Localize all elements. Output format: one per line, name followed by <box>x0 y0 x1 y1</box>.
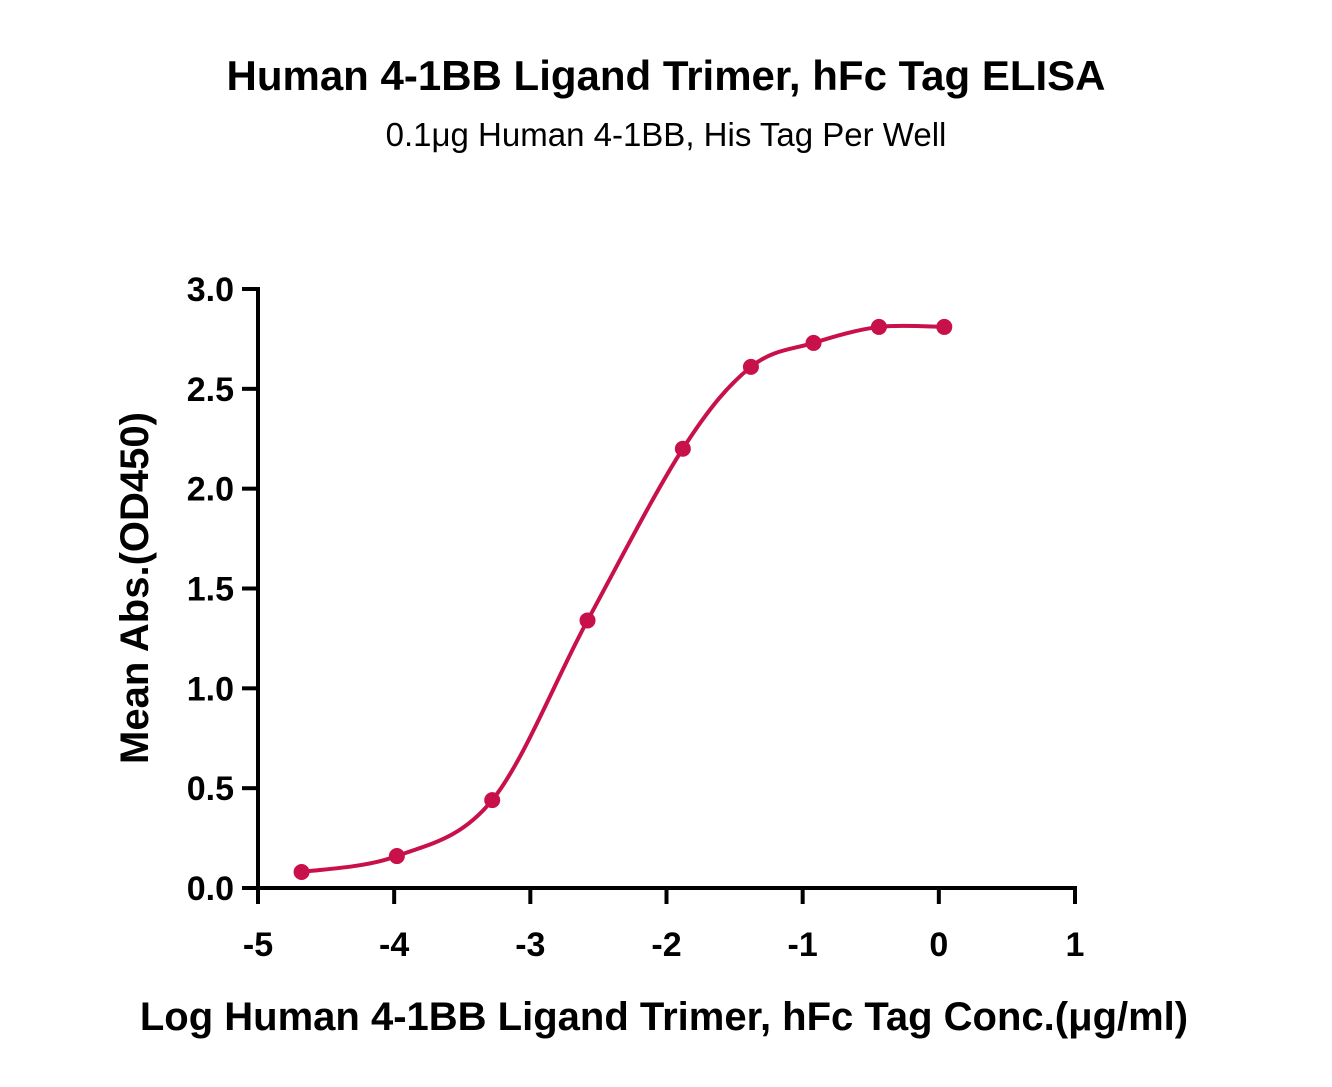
data-point <box>805 334 822 351</box>
data-point <box>674 440 691 457</box>
chart-subtitle: 0.1μg Human 4-1BB, His Tag Per Well <box>385 116 947 153</box>
data-point <box>742 358 759 375</box>
data-point <box>579 612 596 629</box>
x-tick-label: 1 <box>1066 926 1085 964</box>
x-tick-label: -3 <box>515 926 545 964</box>
x-tick-label: 0 <box>929 926 948 964</box>
data-point <box>388 848 405 865</box>
x-tick-label: -2 <box>651 926 681 964</box>
y-tick-label: 3.0 <box>187 271 234 309</box>
x-tick-label: -5 <box>243 926 273 964</box>
fit-curve <box>301 323 945 875</box>
x-tick-label: -4 <box>379 926 409 964</box>
data-point <box>870 318 887 335</box>
points-layer <box>293 318 953 881</box>
y-tick-label: 1.0 <box>187 670 234 708</box>
data-point <box>936 318 953 335</box>
fit-layer <box>301 323 945 875</box>
chart-title: Human 4-1BB Ligand Trimer, hFc Tag ELISA <box>226 52 1106 99</box>
x-axis-label: Log Human 4-1BB Ligand Trimer, hFc Tag C… <box>140 995 1188 1039</box>
data-point <box>293 864 310 881</box>
x-tick-label: -1 <box>788 926 818 964</box>
y-tick-label: 1.5 <box>187 571 234 609</box>
y-tick-label: 2.0 <box>187 471 234 509</box>
y-tick-label: 0.5 <box>187 770 234 808</box>
data-point <box>484 792 501 809</box>
axes: -5 -4 -3 -2 -1 0 1 0.0 0.5 1.0 1.5 2.0 2.5 3.0 <box>187 271 1085 964</box>
y-tick-label: 0.0 <box>187 870 234 908</box>
y-tick-label: 2.5 <box>187 371 234 409</box>
y-axis-label: Mean Abs.(OD450) <box>113 412 157 764</box>
